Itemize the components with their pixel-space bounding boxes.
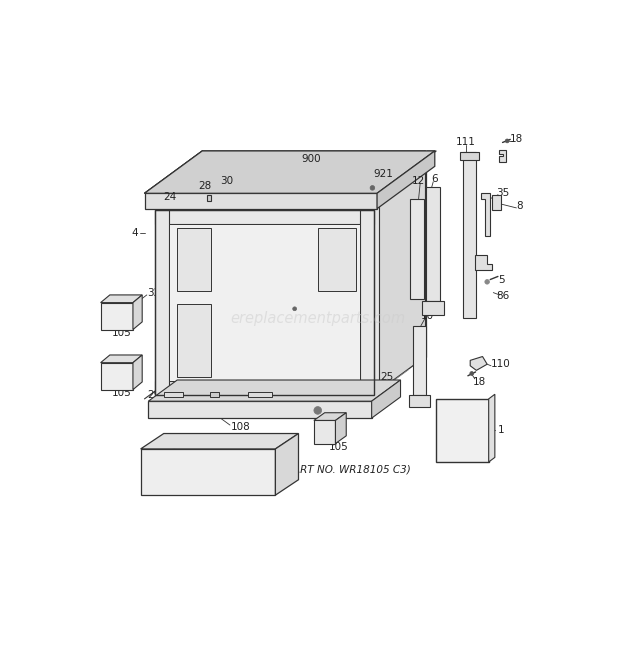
- Polygon shape: [148, 380, 401, 401]
- Polygon shape: [335, 412, 346, 444]
- Text: 35: 35: [496, 188, 509, 198]
- Polygon shape: [144, 151, 425, 193]
- Text: 5: 5: [498, 274, 504, 284]
- Text: 4: 4: [131, 228, 138, 239]
- Circle shape: [370, 186, 374, 190]
- Polygon shape: [370, 151, 436, 193]
- Polygon shape: [164, 392, 183, 397]
- Text: 105: 105: [240, 325, 260, 334]
- Polygon shape: [481, 193, 490, 235]
- Text: 86: 86: [496, 292, 509, 301]
- Text: 29: 29: [322, 405, 335, 415]
- Polygon shape: [427, 187, 440, 301]
- Polygon shape: [133, 355, 142, 389]
- Polygon shape: [144, 193, 377, 209]
- Polygon shape: [371, 380, 401, 418]
- Text: ereplacementparts.com: ereplacementparts.com: [230, 311, 405, 325]
- Text: 18: 18: [510, 134, 523, 144]
- Polygon shape: [460, 153, 479, 160]
- Text: 105: 105: [329, 442, 348, 452]
- Polygon shape: [377, 151, 435, 209]
- Text: 900: 900: [302, 155, 321, 165]
- Polygon shape: [169, 224, 360, 381]
- Polygon shape: [148, 401, 371, 418]
- Polygon shape: [498, 150, 507, 163]
- Polygon shape: [422, 301, 444, 315]
- Polygon shape: [155, 381, 374, 395]
- Text: 10: 10: [420, 311, 433, 321]
- Polygon shape: [100, 355, 142, 363]
- Polygon shape: [314, 420, 335, 444]
- Text: 6: 6: [432, 175, 438, 184]
- Polygon shape: [210, 392, 219, 397]
- Polygon shape: [413, 326, 425, 395]
- Text: 105: 105: [112, 389, 131, 399]
- Polygon shape: [207, 195, 211, 201]
- Polygon shape: [133, 295, 142, 330]
- Text: 109: 109: [156, 438, 175, 449]
- Text: 26: 26: [223, 393, 237, 403]
- Text: 12: 12: [412, 176, 425, 186]
- Text: 30: 30: [220, 176, 234, 186]
- Text: 105: 105: [112, 329, 131, 338]
- Text: 1: 1: [498, 424, 504, 435]
- Circle shape: [314, 407, 322, 414]
- Polygon shape: [100, 295, 142, 303]
- Polygon shape: [177, 228, 211, 291]
- Polygon shape: [202, 151, 425, 356]
- Polygon shape: [492, 195, 501, 210]
- Polygon shape: [463, 153, 476, 318]
- Text: 24: 24: [163, 192, 177, 202]
- Polygon shape: [177, 304, 211, 377]
- Text: 25: 25: [381, 372, 394, 382]
- Polygon shape: [141, 449, 275, 495]
- Circle shape: [470, 371, 474, 375]
- Polygon shape: [489, 394, 495, 462]
- Polygon shape: [275, 434, 298, 495]
- Text: 150: 150: [285, 288, 304, 298]
- Text: 110: 110: [491, 359, 511, 369]
- Polygon shape: [155, 210, 374, 224]
- Text: 566: 566: [239, 407, 259, 417]
- Text: (ART NO. WR18105 C3): (ART NO. WR18105 C3): [289, 465, 411, 475]
- Polygon shape: [436, 399, 489, 462]
- Text: 290: 290: [148, 390, 167, 400]
- Polygon shape: [317, 228, 356, 291]
- Circle shape: [485, 280, 489, 284]
- Polygon shape: [314, 412, 346, 420]
- Polygon shape: [370, 193, 379, 399]
- Text: 18: 18: [473, 377, 486, 387]
- Polygon shape: [470, 356, 487, 370]
- Polygon shape: [410, 199, 424, 299]
- Polygon shape: [100, 363, 133, 389]
- Text: 111: 111: [456, 137, 476, 147]
- Polygon shape: [155, 210, 169, 395]
- Polygon shape: [144, 151, 435, 193]
- Text: 23: 23: [369, 393, 382, 403]
- Text: 921: 921: [373, 169, 393, 179]
- Polygon shape: [249, 392, 272, 397]
- Polygon shape: [100, 303, 133, 330]
- Polygon shape: [409, 395, 430, 407]
- Text: 8: 8: [516, 202, 523, 212]
- Text: 108: 108: [231, 422, 250, 432]
- Circle shape: [293, 307, 296, 311]
- Text: 32: 32: [147, 288, 161, 298]
- Polygon shape: [368, 151, 425, 399]
- Polygon shape: [475, 255, 492, 270]
- Polygon shape: [141, 434, 298, 449]
- Circle shape: [505, 139, 509, 143]
- Text: 28: 28: [198, 180, 211, 190]
- Text: 28: 28: [190, 391, 203, 402]
- Polygon shape: [360, 210, 374, 395]
